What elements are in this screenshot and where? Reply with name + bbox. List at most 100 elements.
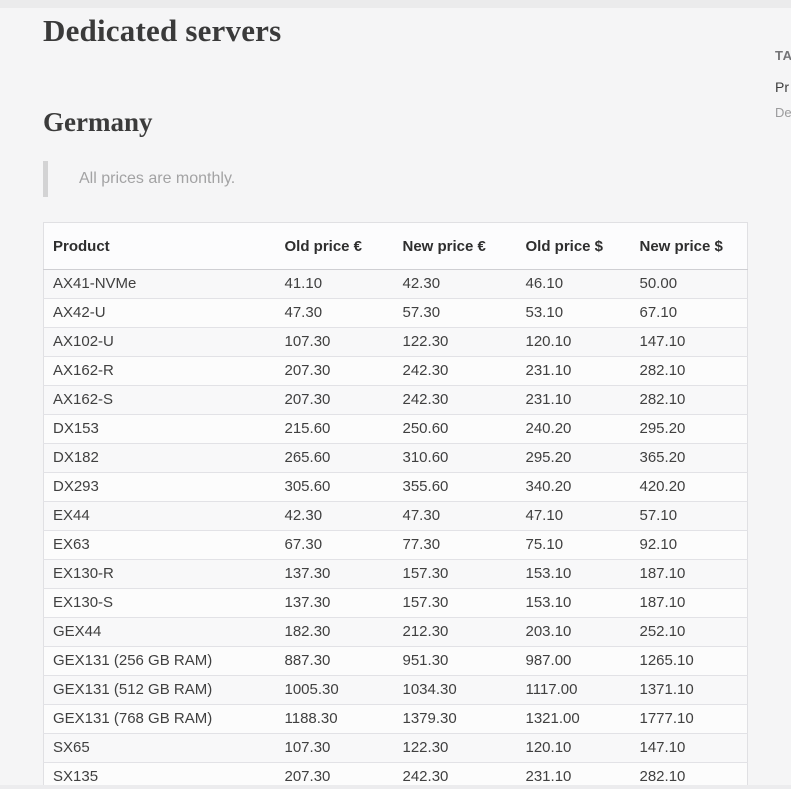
price-table-body: AX41-NVMe 41.10 42.30 46.10 50.00 AX42-U 47.30… bbox=[43, 269, 748, 789]
table-row: AX102-U 107.30 122.30 120.10 147.10 bbox=[43, 327, 748, 357]
product-cell: DX182 bbox=[43, 443, 276, 473]
bottom-edge-strip bbox=[0, 785, 791, 789]
product-cell: DX293 bbox=[43, 472, 276, 502]
table-row: DX153 215.60 250.60 240.20 295.20 bbox=[43, 414, 748, 444]
price-cell: 231.10 bbox=[516, 356, 631, 386]
price-cell: 295.20 bbox=[630, 414, 748, 444]
product-cell: GEX131 (512 GB RAM) bbox=[43, 675, 276, 705]
table-row: GEX131 (512 GB RAM) 1005.30 1034.30 1117.00… bbox=[43, 675, 748, 705]
table-row: EX44 42.30 47.30 47.10 57.10 bbox=[43, 501, 748, 531]
price-cell: 1371.10 bbox=[630, 675, 748, 705]
price-cell: 67.30 bbox=[275, 530, 394, 560]
product-cell: EX130-R bbox=[43, 559, 276, 589]
price-cell: 240.20 bbox=[516, 414, 631, 444]
price-cell: 120.10 bbox=[516, 327, 631, 357]
price-cell: 242.30 bbox=[393, 762, 517, 789]
table-row: EX63 67.30 77.30 75.10 92.10 bbox=[43, 530, 748, 560]
product-cell: GEX131 (256 GB RAM) bbox=[43, 646, 276, 676]
price-cell: 282.10 bbox=[630, 385, 748, 415]
price-cell: 75.10 bbox=[516, 530, 631, 560]
top-edge-strip bbox=[0, 0, 791, 8]
price-cell: 57.30 bbox=[393, 298, 517, 328]
column-header: New price $ bbox=[630, 222, 748, 270]
section-heading-germany: Germany bbox=[43, 107, 153, 137]
price-cell: 1777.10 bbox=[630, 704, 748, 734]
price-cell: 147.10 bbox=[630, 327, 748, 357]
table-row: DX182 265.60 310.60 295.20 365.20 bbox=[43, 443, 748, 473]
price-cell: 153.10 bbox=[516, 559, 631, 589]
price-cell: 282.10 bbox=[630, 356, 748, 386]
product-cell: EX63 bbox=[43, 530, 276, 560]
price-cell: 53.10 bbox=[516, 298, 631, 328]
product-cell: GEX44 bbox=[43, 617, 276, 647]
product-cell: DX153 bbox=[43, 414, 276, 444]
price-cell: 120.10 bbox=[516, 733, 631, 763]
product-cell: AX162-R bbox=[43, 356, 276, 386]
price-cell: 50.00 bbox=[630, 269, 748, 299]
price-cell: 1379.30 bbox=[393, 704, 517, 734]
table-row: DX293 305.60 355.60 340.20 420.20 bbox=[43, 472, 748, 502]
price-cell: 46.10 bbox=[516, 269, 631, 299]
price-cell: 42.30 bbox=[393, 269, 517, 299]
table-row: GEX44 182.30 212.30 203.10 252.10 bbox=[43, 617, 748, 647]
price-cell: 951.30 bbox=[393, 646, 517, 676]
column-header: Old price $ bbox=[516, 222, 631, 270]
price-cell: 355.60 bbox=[393, 472, 517, 502]
price-cell: 1188.30 bbox=[275, 704, 394, 734]
price-cell: 187.10 bbox=[630, 588, 748, 618]
table-row: AX162-R 207.30 242.30 231.10 282.10 bbox=[43, 356, 748, 386]
price-cell: 242.30 bbox=[393, 356, 517, 386]
price-cell: 215.60 bbox=[275, 414, 394, 444]
toc-item[interactable]: Pr bbox=[775, 79, 789, 95]
price-cell: 147.10 bbox=[630, 733, 748, 763]
table-row: EX130-R 137.30 157.30 153.10 187.10 bbox=[43, 559, 748, 589]
price-cell: 187.10 bbox=[630, 559, 748, 589]
product-cell: AX41-NVMe bbox=[43, 269, 276, 299]
column-header: Product bbox=[43, 222, 276, 270]
column-header: Old price € bbox=[275, 222, 394, 270]
price-cell: 231.10 bbox=[516, 385, 631, 415]
price-table: Product Old price € New price € Old price $… bbox=[43, 222, 748, 789]
price-cell: 310.60 bbox=[393, 443, 517, 473]
price-cell: 340.20 bbox=[516, 472, 631, 502]
table-row: AX42-U 47.30 57.30 53.10 67.10 bbox=[43, 298, 748, 328]
price-cell: 250.60 bbox=[393, 414, 517, 444]
table-header-row: Product Old price € New price € Old price $… bbox=[43, 222, 748, 270]
product-cell: AX102-U bbox=[43, 327, 276, 357]
table-row: GEX131 (256 GB RAM) 887.30 951.30 987.00 126… bbox=[43, 646, 748, 676]
price-cell: 295.20 bbox=[516, 443, 631, 473]
toc-label: TA bbox=[775, 48, 791, 63]
price-cell: 1321.00 bbox=[516, 704, 631, 734]
price-cell: 1265.10 bbox=[630, 646, 748, 676]
product-cell: GEX131 (768 GB RAM) bbox=[43, 704, 276, 734]
table-row: SX65 107.30 122.30 120.10 147.10 bbox=[43, 733, 748, 763]
price-cell: 122.30 bbox=[393, 327, 517, 357]
main-content: Dedicated servers Germany All prices are… bbox=[43, 8, 748, 789]
table-row: GEX131 (768 GB RAM) 1188.30 1379.30 1321.00… bbox=[43, 704, 748, 734]
price-cell: 57.10 bbox=[630, 501, 748, 531]
price-cell: 47.30 bbox=[275, 298, 394, 328]
price-cell: 107.30 bbox=[275, 327, 394, 357]
price-cell: 1117.00 bbox=[516, 675, 631, 705]
product-cell: EX130-S bbox=[43, 588, 276, 618]
product-cell: SX135 bbox=[43, 762, 276, 789]
note-text: All prices are monthly. bbox=[79, 170, 236, 187]
price-cell: 212.30 bbox=[393, 617, 517, 647]
table-row: AX41-NVMe 41.10 42.30 46.10 50.00 bbox=[43, 269, 748, 299]
price-cell: 47.30 bbox=[393, 501, 517, 531]
price-cell: 420.20 bbox=[630, 472, 748, 502]
price-cell: 153.10 bbox=[516, 588, 631, 618]
toc-item[interactable]: De bbox=[775, 105, 791, 120]
product-cell: AX162-S bbox=[43, 385, 276, 415]
price-cell: 107.30 bbox=[275, 733, 394, 763]
product-cell: SX65 bbox=[43, 733, 276, 763]
column-header: New price € bbox=[393, 222, 517, 270]
note-blockquote: All prices are monthly. bbox=[43, 161, 748, 197]
price-cell: 137.30 bbox=[275, 588, 394, 618]
price-cell: 207.30 bbox=[275, 385, 394, 415]
product-cell: AX42-U bbox=[43, 298, 276, 328]
price-cell: 157.30 bbox=[393, 588, 517, 618]
price-cell: 207.30 bbox=[275, 356, 394, 386]
price-cell: 1034.30 bbox=[393, 675, 517, 705]
price-cell: 242.30 bbox=[393, 385, 517, 415]
